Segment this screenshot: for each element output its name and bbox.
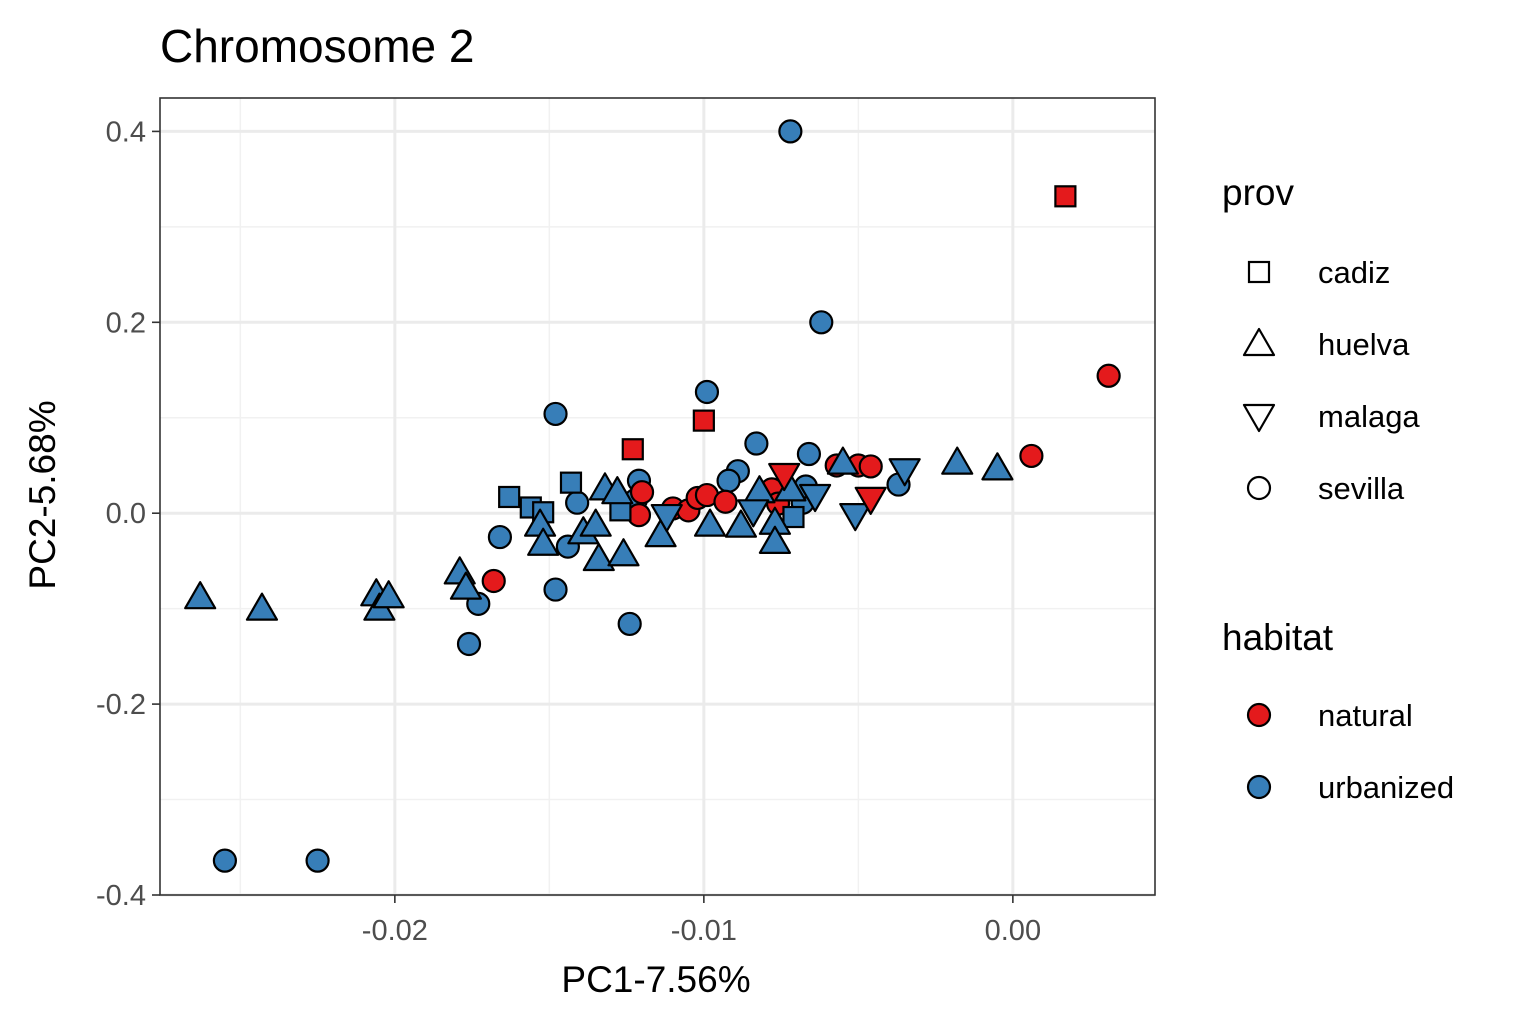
data-point-cadiz-natural <box>692 409 715 432</box>
x-tick-label: -0.01 <box>671 915 737 947</box>
data-point-cadiz-urbanized <box>782 505 805 529</box>
legend-key-huelva <box>1242 327 1276 357</box>
y-axis-ticks: -0.4 -0.2 0.0 0.2 0.4 <box>96 116 160 912</box>
data-points <box>184 119 1121 873</box>
y-tick-label: 0.0 <box>106 498 146 530</box>
data-point-sevilla-urbanized <box>796 441 822 467</box>
plot-area <box>160 98 1155 895</box>
data-point-huelva-urbanized <box>372 580 405 609</box>
y-tick-label: -0.2 <box>96 689 146 721</box>
data-point-malaga-urbanized <box>888 458 921 487</box>
data-point-huelva-urbanized <box>693 508 727 537</box>
data-point-huelva-urbanized <box>579 508 612 537</box>
data-point-sevilla-urbanized <box>778 119 803 144</box>
legend-key-malaga <box>1242 403 1276 433</box>
data-point-sevilla-urbanized <box>716 468 741 493</box>
data-point-huelva-urbanized <box>724 509 758 538</box>
data-point-huelva-urbanized <box>601 476 634 505</box>
legend-label-urbanized: urbanized <box>1318 770 1454 805</box>
data-point-huelva-urbanized <box>184 581 217 610</box>
data-point-huelva-urbanized <box>758 525 792 554</box>
data-point-cadiz-natural <box>621 438 644 461</box>
data-point-huelva-urbanized <box>826 446 860 475</box>
legend-key-urbanized <box>1246 774 1272 800</box>
data-point-sevilla-urbanized <box>212 848 237 873</box>
data-point-huelva-urbanized <box>527 527 560 556</box>
data-point-cadiz-natural <box>1054 185 1077 208</box>
chart-title: Chromosome 2 <box>160 20 474 72</box>
data-point-sevilla-urbanized <box>305 848 330 873</box>
data-point-cadiz-urbanized <box>559 471 583 494</box>
legend-key-cadiz <box>1247 260 1271 284</box>
data-point-huelva-urbanized <box>941 446 974 475</box>
data-point-huelva-urbanized <box>981 452 1014 481</box>
data-point-sevilla-natural <box>481 568 506 594</box>
x-tick-label: 0.00 <box>985 915 1041 947</box>
data-point-sevilla-natural <box>629 480 655 505</box>
y-tick-label: 0.2 <box>106 307 146 339</box>
data-point-sevilla-urbanized <box>543 577 568 602</box>
legend: prov habitat cadiz huelva malaga sevilla nat… <box>1222 172 1454 805</box>
data-point-huelva-urbanized <box>449 571 483 600</box>
data-point-sevilla-natural <box>713 489 738 514</box>
data-point-sevilla-urbanized <box>694 379 720 405</box>
legend-key-sevilla <box>1246 475 1272 501</box>
data-point-sevilla-urbanized <box>456 631 482 657</box>
x-tick-label: -0.02 <box>362 915 428 947</box>
data-point-malaga-urbanized <box>650 503 683 533</box>
legend-label-cadiz: cadiz <box>1318 255 1390 290</box>
data-point-malaga-natural <box>768 462 801 492</box>
data-point-sevilla-urbanized <box>617 611 642 637</box>
x-axis-title: PC1-7.56% <box>561 959 750 1000</box>
data-point-sevilla-natural <box>1096 363 1121 388</box>
data-point-sevilla-urbanized <box>487 524 513 550</box>
data-point-huelva-urbanized <box>582 542 615 572</box>
data-point-sevilla-urbanized <box>809 310 834 335</box>
data-point-malaga-natural <box>854 486 887 515</box>
y-axis-title: PC2-5.68% <box>22 400 63 589</box>
legend-label-malaga: malaga <box>1318 399 1420 434</box>
legend-title-habitat: habitat <box>1222 617 1334 658</box>
legend-label-natural: natural <box>1318 698 1413 733</box>
legend-label-huelva: huelva <box>1318 327 1410 362</box>
data-point-sevilla-urbanized <box>565 490 590 515</box>
y-tick-label: 0.4 <box>106 116 146 148</box>
data-point-cadiz-urbanized <box>498 485 521 509</box>
x-axis-ticks: -0.02 -0.01 0.00 <box>362 895 1041 947</box>
data-point-malaga-urbanized <box>839 503 872 532</box>
y-tick-label: -0.4 <box>96 880 146 912</box>
data-point-malaga-urbanized <box>737 499 770 528</box>
legend-key-natural <box>1246 702 1272 728</box>
plot-background <box>160 98 1155 895</box>
panel-frame <box>159 97 1156 896</box>
data-point-huelva-urbanized <box>245 592 279 621</box>
data-point-malaga-urbanized <box>798 483 832 513</box>
data-point-sevilla-urbanized <box>744 431 769 456</box>
data-point-sevilla-natural <box>858 454 883 479</box>
data-point-huelva-urbanized <box>607 538 640 567</box>
panel-border <box>159 97 1156 896</box>
data-point-sevilla-natural <box>1019 443 1044 469</box>
data-point-sevilla-urbanized <box>543 401 568 427</box>
data-point-huelva-urbanized <box>644 519 677 548</box>
legend-title-prov: prov <box>1222 172 1294 213</box>
legend-label-sevilla: sevilla <box>1318 471 1405 506</box>
minor-gridlines <box>160 98 1155 895</box>
